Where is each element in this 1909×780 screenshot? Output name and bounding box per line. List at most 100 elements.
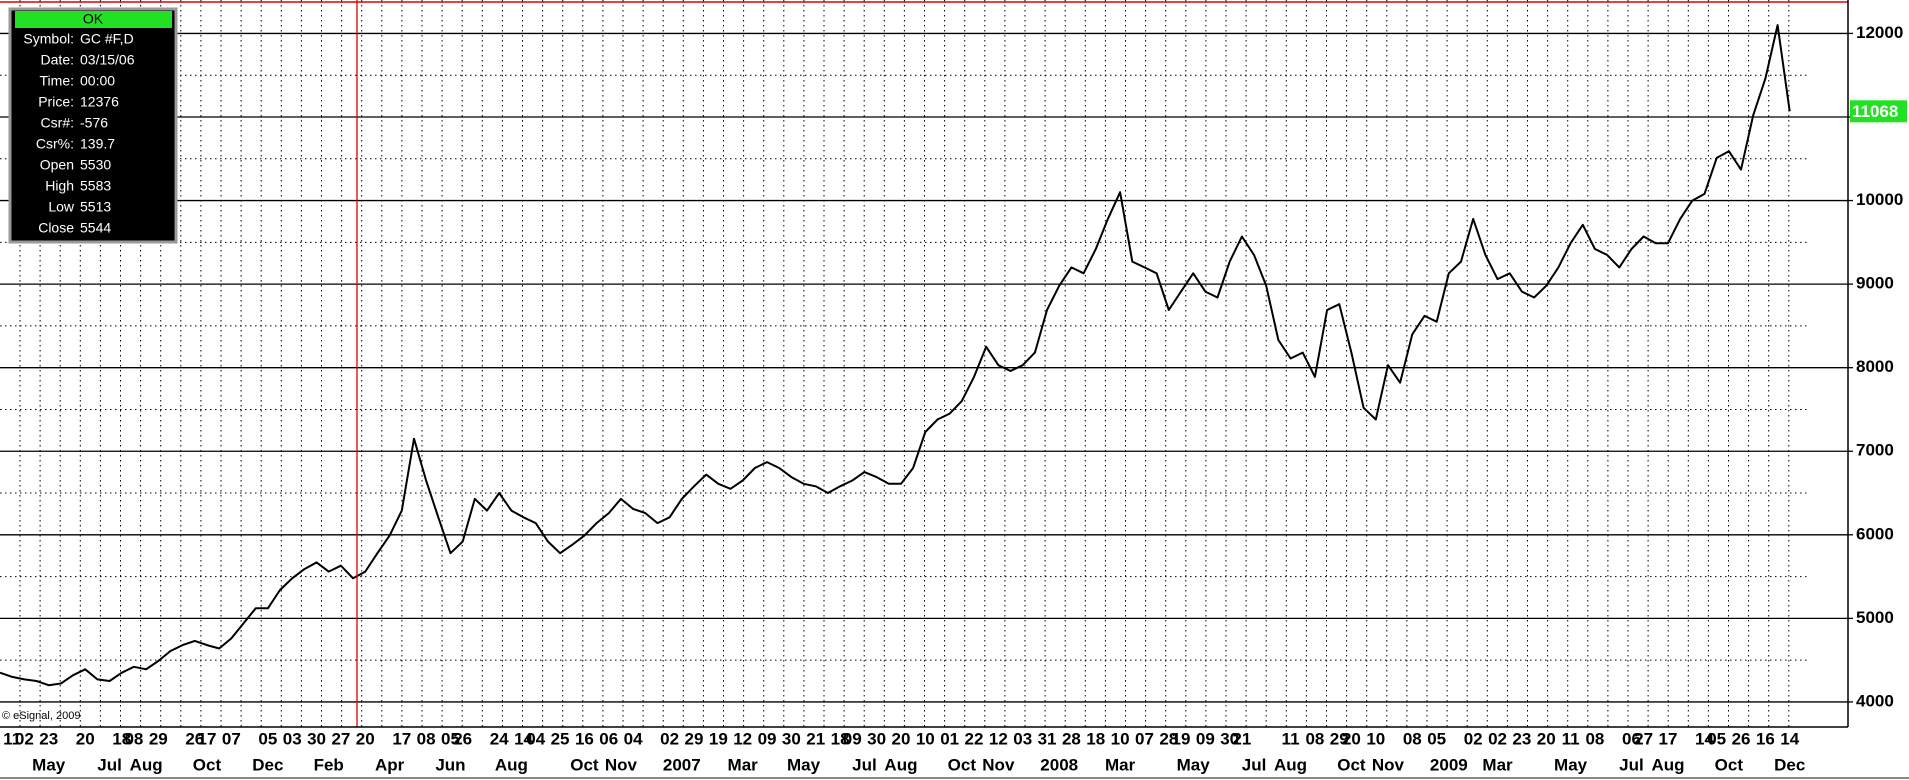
x-month-label: Apr bbox=[375, 755, 405, 774]
x-month-label: May bbox=[1177, 755, 1211, 774]
y-tick-label: 5000 bbox=[1856, 608, 1894, 627]
info-label: Price: bbox=[38, 94, 74, 110]
x-tick-label: 30 bbox=[1220, 729, 1239, 748]
x-tick-label: 20 bbox=[1342, 729, 1361, 748]
x-tick-label: 04 bbox=[624, 729, 643, 748]
x-tick-label: 23 bbox=[39, 729, 58, 748]
info-label: Date: bbox=[41, 52, 74, 68]
x-month-label: May bbox=[32, 755, 66, 774]
x-tick-label: 30 bbox=[867, 729, 886, 748]
x-month-label: Oct bbox=[1337, 755, 1366, 774]
x-month-label: 2007 bbox=[663, 755, 701, 774]
x-tick-label: 20 bbox=[76, 729, 95, 748]
x-tick-label: 28 bbox=[1062, 729, 1081, 748]
x-tick-label: 27 bbox=[331, 729, 350, 748]
x-month-label: Oct bbox=[1715, 755, 1744, 774]
x-tick-label: 21 bbox=[806, 729, 825, 748]
x-tick-label: 10 bbox=[1366, 729, 1385, 748]
y-tick-label: 12000 bbox=[1856, 23, 1903, 42]
x-month-label: 2008 bbox=[1040, 755, 1078, 774]
x-tick-label: 06 bbox=[1622, 729, 1641, 748]
x-tick-label: 23 bbox=[1512, 729, 1531, 748]
x-tick-label: 02 bbox=[1464, 729, 1483, 748]
x-tick-label: 16 bbox=[1756, 729, 1775, 748]
x-tick-label: 18 bbox=[1086, 729, 1105, 748]
x-tick-label: 08 bbox=[1403, 729, 1422, 748]
x-tick-label: 20 bbox=[1537, 729, 1556, 748]
y-tick-label: 8000 bbox=[1856, 357, 1894, 376]
x-month-label: Jun bbox=[435, 755, 465, 774]
x-month-label: Jul bbox=[1619, 755, 1644, 774]
x-tick-label: 25 bbox=[551, 729, 570, 748]
x-tick-label: 31 bbox=[1038, 729, 1057, 748]
x-tick-label: 17 bbox=[198, 729, 217, 748]
x-month-label: Oct bbox=[570, 755, 599, 774]
info-label: Csr#: bbox=[41, 115, 74, 131]
x-tick-label: 03 bbox=[1013, 729, 1032, 748]
info-panel: OK Symbol: GC #F,D Date: 03/15/06 Time: 00:00… bbox=[8, 7, 178, 244]
x-tick-label: 14 bbox=[1780, 729, 1799, 748]
x-tick-label: 11 bbox=[3, 729, 21, 748]
x-tick-label: 03 bbox=[283, 729, 302, 748]
x-tick-label: 30 bbox=[307, 729, 326, 748]
y-tick-label: 7000 bbox=[1856, 441, 1894, 460]
last-price-label: 11068 bbox=[1852, 102, 1898, 121]
x-tick-label: 09 bbox=[1196, 729, 1215, 748]
ok-button-label[interactable]: OK bbox=[83, 11, 104, 27]
x-month-label: Oct bbox=[948, 755, 977, 774]
x-tick-label: 08 bbox=[124, 729, 143, 748]
x-tick-label: 26 bbox=[185, 729, 204, 748]
x-tick-label: 02 bbox=[1488, 729, 1507, 748]
x-tick-label: 05 bbox=[441, 729, 460, 748]
info-label: Close bbox=[38, 220, 74, 236]
x-tick-label: 18 bbox=[112, 729, 131, 748]
x-month-label: Aug bbox=[130, 755, 163, 774]
x-tick-label: 29 bbox=[1330, 729, 1349, 748]
x-tick-label: 27 bbox=[1634, 729, 1653, 748]
x-tick-label: 08 bbox=[1305, 729, 1324, 748]
info-value: 12376 bbox=[80, 94, 119, 110]
info-value: 5513 bbox=[80, 199, 111, 215]
x-tick-label: 05 bbox=[1707, 729, 1726, 748]
x-month-label: Nov bbox=[605, 755, 638, 774]
x-tick-label: 21 bbox=[1232, 729, 1251, 748]
info-label: Symbol: bbox=[23, 31, 74, 47]
price-line bbox=[0, 24, 1791, 687]
y-tick-label: 10000 bbox=[1856, 190, 1903, 209]
x-month-label: Dec bbox=[1774, 755, 1805, 774]
x-month-label: Feb bbox=[314, 755, 344, 774]
x-tick-label: 08 bbox=[1585, 729, 1604, 748]
x-month-label: Jul bbox=[97, 755, 122, 774]
ok-button[interactable] bbox=[15, 11, 172, 28]
y-tick-label: 9000 bbox=[1856, 274, 1894, 293]
y-tick-label: 6000 bbox=[1856, 524, 1894, 543]
x-tick-label: 26 bbox=[1732, 729, 1751, 748]
info-label: Open bbox=[40, 157, 74, 173]
last-price-box bbox=[1850, 100, 1907, 123]
info-value: 5544 bbox=[80, 220, 111, 236]
x-tick-label: 06 bbox=[599, 729, 618, 748]
x-month-label: Nov bbox=[1372, 755, 1405, 774]
x-month-label: Dec bbox=[252, 755, 283, 774]
x-tick-label: 01 bbox=[940, 729, 959, 748]
x-tick-label: 19 bbox=[1172, 729, 1191, 748]
x-month-label: May bbox=[1554, 755, 1588, 774]
x-tick-label: 05 bbox=[1427, 729, 1446, 748]
x-tick-label: 20 bbox=[891, 729, 910, 748]
info-value: -576 bbox=[80, 115, 108, 131]
x-tick-label: 16 bbox=[575, 729, 594, 748]
x-tick-label: 12 bbox=[989, 729, 1008, 748]
x-tick-label: 08 bbox=[417, 729, 436, 748]
x-tick-label: 10 bbox=[916, 729, 935, 748]
copyright: © eSignal, 2009 bbox=[2, 710, 80, 722]
x-tick-label: 02 bbox=[660, 729, 679, 748]
y-tick-label: 4000 bbox=[1856, 691, 1894, 710]
x-tick-label: 09 bbox=[758, 729, 777, 748]
x-tick-label: 17 bbox=[392, 729, 411, 748]
x-tick-label: 14 bbox=[1695, 729, 1714, 748]
x-month-label: Mar bbox=[1105, 755, 1136, 774]
plot bbox=[0, 1, 1848, 687]
axes: 4000500060007000800090001000011000120001… bbox=[3, 23, 1907, 774]
